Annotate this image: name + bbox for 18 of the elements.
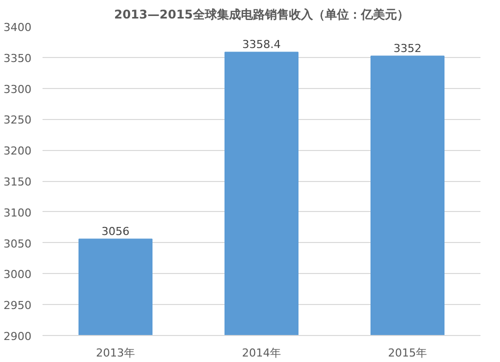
y-tick-label: 3050 [4,237,32,250]
y-tick-label: 2950 [4,299,32,312]
y-tick-label: 3200 [4,144,32,158]
y-tick-label: 3300 [4,82,32,96]
x-tick-label: 2014年 [242,346,282,360]
data-label: 3056 [102,225,130,238]
chart-title: 2013—2015全球集成电路销售收入（单位：亿美元） [114,8,409,22]
y-tick-label: 3400 [4,21,32,34]
y-tick-label: 3350 [4,52,32,65]
y-tick-label: 2900 [4,330,32,343]
data-label: 3358.4 [242,38,281,52]
data-label: 3352 [394,42,422,56]
y-tick-label: 3100 [4,206,32,220]
x-tick-label: 2013年 [96,346,136,360]
y-tick-label: 3000 [4,268,32,282]
y-tick-label: 3150 [4,176,32,188]
x-tick-label: 2015年 [388,346,428,360]
y-tick-label: 3250 [4,114,32,127]
